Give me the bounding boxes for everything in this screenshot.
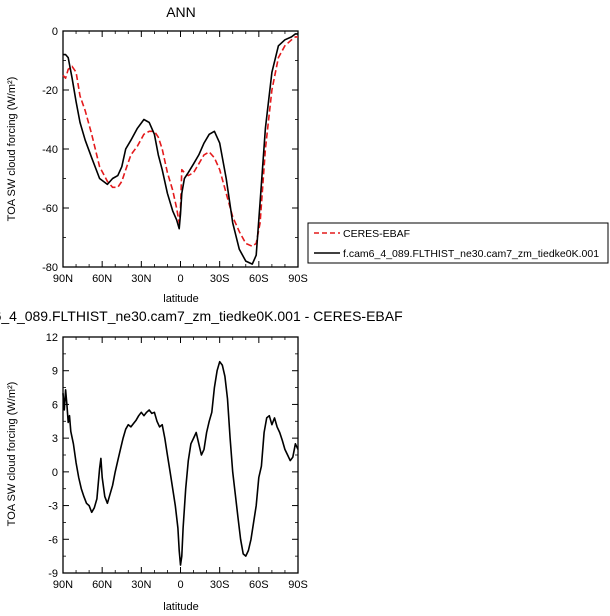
top-y-tick-label: 0 — [52, 26, 58, 38]
top-x-tick-label: 60N — [92, 273, 112, 285]
bottom-x-tick-label: 30S — [210, 579, 230, 591]
bottom-y-axis-label: TOA SW cloud forcing (W/m²) — [6, 382, 18, 527]
top-x-tick-label: 30N — [131, 273, 151, 285]
bottom-series-line-difference — [62, 360, 299, 566]
bottom-y-tick-label: 6 — [52, 399, 58, 411]
top-y-tick-label: -60 — [42, 203, 58, 215]
top-x-tick-label: 0 — [177, 273, 183, 285]
top-y-axis-label: TOA SW cloud forcing (W/m²) — [6, 77, 18, 222]
bottom-y-tick-label: -6 — [48, 534, 58, 546]
legend-box — [307, 222, 609, 264]
top-panel: ANN 90N 60N 30N 0 30S 60S 90S 0 -20 -40 -60 -80 lat… — [6, 4, 609, 305]
bottom-y-tick-label: 0 — [52, 467, 58, 479]
bottom-y-tick-label: 3 — [52, 433, 58, 445]
top-series-line-f-cam6-4-089-flthist-ne3 — [63, 33, 298, 265]
top-x-tick-label: 30S — [210, 273, 230, 285]
bottom-x-tick-label: 60S — [249, 579, 269, 591]
legend: CERES-EBAF f.cam6_4_089.FLTHIST_ne30.cam… — [307, 222, 609, 264]
bottom-x-axis-label: latitude — [163, 601, 198, 613]
bottom-x-tick-label: 90S — [288, 579, 308, 591]
bottom-x-tick-label: 30N — [131, 579, 151, 591]
top-x-tick-label: 90N — [53, 273, 73, 285]
bottom-x-tick-label: 0 — [177, 579, 183, 591]
bottom-y-tick-label: 12 — [46, 332, 58, 344]
top-x-axis-label: latitude — [163, 293, 198, 305]
legend-label-ceres: CERES-EBAF — [343, 228, 410, 240]
top-y-tick-label: -20 — [42, 85, 58, 97]
top-y-tick-label: -80 — [42, 262, 58, 274]
bottom-x-tick-label: 90N — [53, 579, 73, 591]
top-plot-frame — [62, 30, 299, 268]
bottom-panel-title: f.cam6_4_089.FLTHIST_ne30.cam7_zm_tiedke… — [0, 308, 403, 324]
bottom-y-tick-label: -3 — [48, 501, 58, 513]
top-y-tick-label: -40 — [42, 144, 58, 156]
bottom-y-tick-label: -9 — [48, 568, 58, 580]
legend-label-model: f.cam6_4_089.FLTHIST_ne30.cam7_zm_tiedke… — [343, 248, 599, 260]
top-x-tick-label: 90S — [288, 273, 308, 285]
top-x-tick-label: 60S — [249, 273, 269, 285]
bottom-y-tick-label: 9 — [52, 366, 58, 378]
top-panel-title: ANN — [166, 4, 196, 20]
bottom-x-tick-label: 60N — [92, 579, 112, 591]
bottom-panel: f.cam6_4_089.FLTHIST_ne30.cam7_zm_tiedke… — [0, 308, 403, 613]
